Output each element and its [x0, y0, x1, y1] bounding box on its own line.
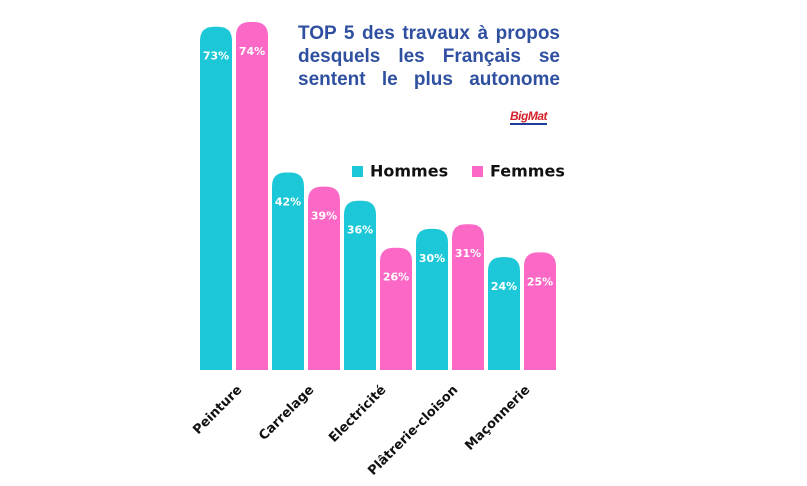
bar [452, 224, 484, 370]
value-label: 25% [527, 275, 553, 288]
bar [488, 257, 520, 370]
chart-title: TOP 5 des travaux à propos desquels les … [298, 23, 560, 90]
value-label: 74% [239, 45, 265, 58]
value-label: 73% [203, 50, 229, 63]
bar [416, 228, 448, 370]
bar [236, 22, 268, 370]
value-label: 31% [455, 247, 481, 260]
value-label: 24% [491, 280, 517, 293]
value-label: 39% [311, 210, 337, 223]
bar [272, 172, 304, 370]
x-tick-label: Maçonnerie [462, 383, 533, 454]
x-tick-label: Peinture [190, 383, 245, 438]
value-label: 30% [419, 252, 445, 265]
bar [524, 252, 556, 370]
bar [200, 26, 232, 371]
legend-swatch [352, 166, 363, 177]
x-tick-label: Electricité [326, 383, 389, 446]
bar [308, 186, 340, 370]
bar [380, 247, 412, 370]
value-label: 42% [275, 195, 301, 208]
bar [344, 200, 376, 370]
legend-swatch [472, 166, 483, 177]
logo: BigMat [510, 109, 548, 125]
legend-label: Femmes [490, 162, 565, 181]
x-tick-label: Carrelage [256, 383, 317, 444]
legend-label: Hommes [370, 162, 448, 181]
value-label: 26% [383, 271, 409, 284]
value-label: 36% [347, 224, 373, 237]
